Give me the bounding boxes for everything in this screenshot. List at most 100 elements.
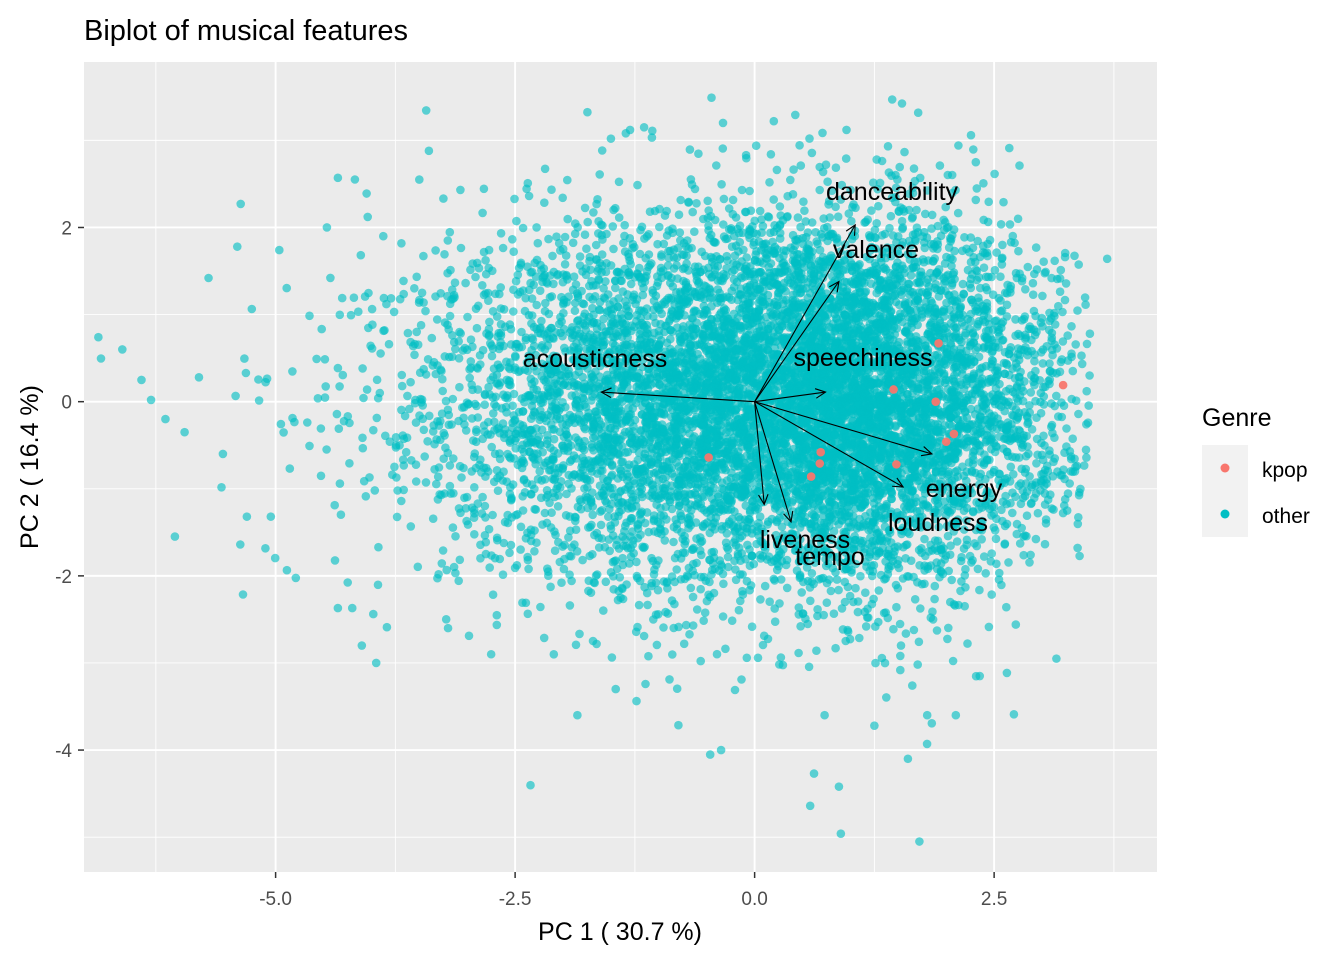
point-other — [433, 472, 443, 482]
point-other — [618, 553, 627, 563]
point-other — [563, 214, 572, 224]
point-other — [1019, 550, 1028, 560]
point-other — [601, 277, 610, 286]
point-other — [1085, 371, 1094, 380]
point-other — [882, 693, 891, 702]
point-other — [445, 311, 455, 321]
point-other — [599, 606, 608, 615]
point-other — [217, 483, 226, 492]
point-other — [571, 640, 581, 650]
point-other — [570, 306, 580, 316]
point-other — [769, 116, 779, 126]
point-other — [705, 750, 715, 759]
point-other — [947, 575, 956, 585]
point-other — [686, 583, 696, 593]
point-other — [943, 634, 952, 644]
point-other — [963, 639, 972, 648]
point-other — [502, 408, 511, 417]
point-other — [997, 580, 1006, 590]
point-other — [896, 651, 905, 661]
point-other — [626, 279, 636, 289]
point-other — [349, 293, 359, 303]
point-other — [831, 163, 841, 172]
point-other — [553, 502, 563, 511]
point-other — [675, 228, 685, 237]
point-other — [979, 552, 989, 561]
point-other — [1008, 508, 1017, 518]
point-other — [457, 473, 466, 482]
point-other — [411, 477, 421, 486]
point-other — [1039, 392, 1049, 401]
point-other — [966, 130, 976, 140]
point-other — [560, 554, 569, 564]
point-other — [1056, 265, 1066, 275]
point-other — [679, 639, 689, 649]
point-other — [466, 335, 476, 345]
point-other — [805, 134, 814, 143]
point-other — [861, 622, 871, 631]
point-other — [455, 382, 464, 392]
point-other — [672, 565, 681, 574]
point-other — [492, 620, 502, 630]
point-other — [615, 573, 625, 582]
point-other — [335, 310, 345, 320]
point-other — [549, 446, 559, 456]
point-other — [1048, 428, 1057, 438]
point-other — [717, 180, 726, 189]
point-other — [782, 583, 792, 593]
point-other — [438, 546, 448, 555]
point-other — [1081, 445, 1091, 455]
point-other — [451, 532, 460, 541]
point-other — [1052, 391, 1061, 401]
point-other — [829, 609, 839, 618]
point-other — [484, 296, 493, 306]
point-other — [659, 511, 668, 520]
point-other — [685, 145, 695, 154]
point-other — [869, 178, 878, 187]
point-other — [401, 447, 411, 457]
point-other — [546, 582, 555, 592]
point-other — [533, 238, 543, 248]
point-other — [895, 619, 905, 629]
point-other — [649, 615, 658, 624]
point-other — [488, 590, 498, 599]
point-other — [516, 545, 525, 554]
point-other — [896, 641, 906, 650]
point-other — [1050, 256, 1059, 266]
point-other — [745, 186, 754, 196]
point-other — [540, 198, 549, 207]
point-other — [996, 220, 1006, 229]
point-other — [316, 424, 326, 433]
point-other — [560, 260, 570, 269]
point-other — [354, 307, 363, 317]
point-other — [622, 580, 631, 589]
point-other — [362, 385, 372, 394]
point-other — [1070, 251, 1079, 261]
point-other — [815, 185, 824, 195]
point-other — [578, 299, 587, 308]
point-other — [797, 588, 806, 597]
point-other — [358, 433, 367, 443]
point-other — [1082, 453, 1091, 462]
point-other — [549, 650, 559, 659]
point-other — [700, 608, 710, 617]
point-other — [1003, 280, 1012, 290]
point-other — [403, 391, 412, 401]
point-other — [382, 299, 391, 309]
point-other — [975, 585, 984, 595]
point-other — [1068, 434, 1077, 444]
point-other — [262, 374, 272, 384]
point-other — [772, 165, 782, 175]
point-other — [845, 634, 855, 644]
point-other — [575, 629, 584, 639]
point-other — [526, 780, 535, 790]
point-other — [851, 583, 860, 593]
point-other — [897, 216, 907, 226]
point-other — [557, 317, 566, 326]
point-other — [437, 559, 447, 568]
point-other — [794, 648, 803, 658]
point-other — [282, 283, 292, 293]
point-other — [630, 242, 639, 252]
point-other — [434, 463, 444, 472]
